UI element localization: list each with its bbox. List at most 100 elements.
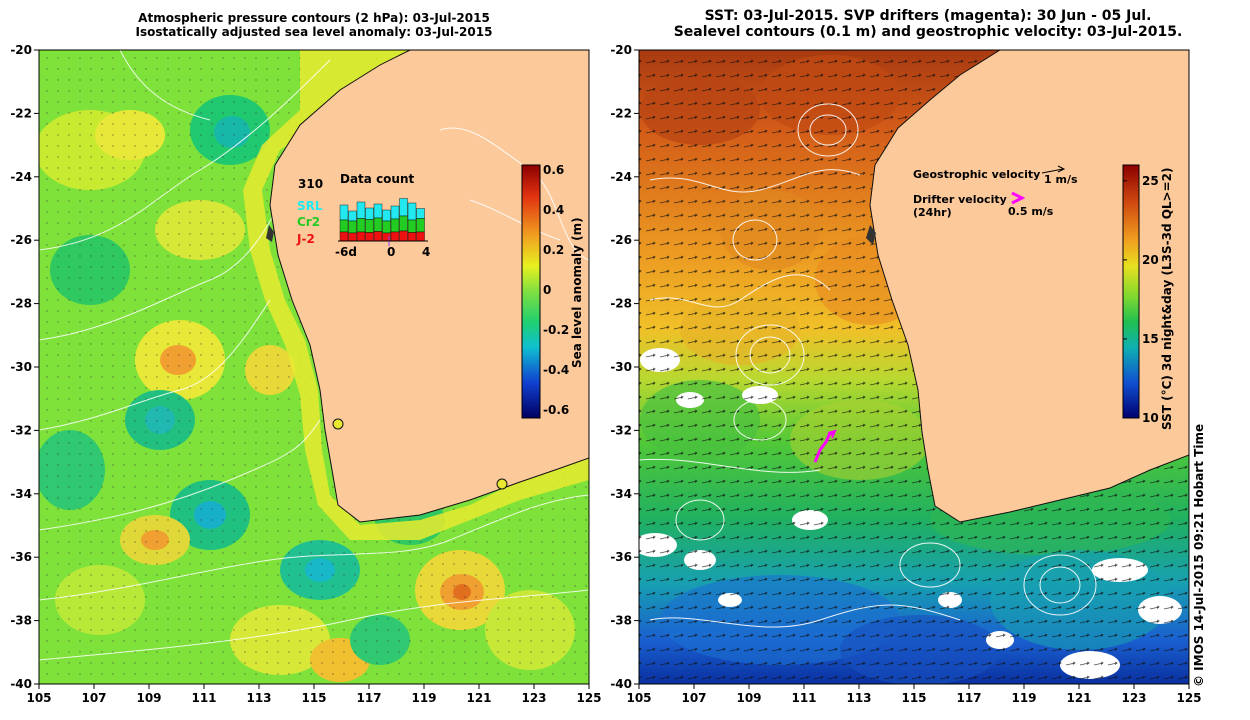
- inset-bar-cr2: [390, 218, 400, 233]
- left-xtick-label: 113: [246, 691, 271, 705]
- left-ytick-label: -32: [10, 423, 32, 437]
- sst-colorbar-tick: 25: [1142, 174, 1159, 188]
- inset-bar-cr2: [373, 217, 383, 232]
- left-title-line2: Isostatically adjusted sea level anomaly…: [135, 25, 493, 39]
- velocity-legend: Geostrophic velocity 1 m/s Drifter veloc…: [913, 165, 1078, 219]
- sla-colorbar-tick: -0.4: [543, 363, 569, 377]
- left-xtick-label: 121: [466, 691, 491, 705]
- right-ytick-label: -28: [610, 297, 632, 311]
- inset-bar-cr2: [399, 215, 408, 232]
- station-fremantle: [332, 418, 344, 430]
- australia-land-sst: [870, 50, 1189, 522]
- inset-bar-srl: [399, 198, 408, 217]
- inset-bar-cr2: [356, 218, 366, 233]
- right-ytick-label: -20: [610, 43, 632, 57]
- inset-bar-j2: [373, 231, 383, 242]
- sla-colorbar: 0.6 0.4 0.2 0 -0.2 -0.4 -0.6: [521, 163, 569, 419]
- inset-bar-j2: [407, 232, 417, 242]
- inset-bar-cr2: [382, 220, 391, 234]
- left-ytick-label: -36: [10, 550, 32, 564]
- inset-bar-cr2: [339, 219, 349, 233]
- inset-bar-j2: [348, 232, 357, 242]
- left-xtick-label: 107: [81, 691, 106, 705]
- inset-max-label: 310: [298, 177, 323, 191]
- left-ytick-label: -38: [10, 614, 32, 628]
- sst-colorbar-label: SST (°C) 3d night&day (L3S-3d QL>=2): [1160, 167, 1174, 431]
- left-ytick-label: -34: [10, 487, 32, 501]
- inset-bar-srl: [416, 208, 425, 219]
- left-ytick-label: -26: [10, 233, 32, 247]
- right-ytick-label: -22: [610, 106, 632, 120]
- sla-colorbar-tick: 0.4: [543, 203, 564, 217]
- right-xtick-label: 119: [1011, 691, 1036, 705]
- left-xtick-label: 123: [521, 691, 546, 705]
- inset-legend-cr2: Cr2: [297, 215, 320, 229]
- inset-bar-j2: [356, 231, 366, 242]
- right-xtick-label: 125: [1176, 691, 1201, 705]
- drifter-track: [813, 430, 835, 463]
- right-xtick-label: 117: [956, 691, 981, 705]
- left-xtick-label: 115: [301, 691, 326, 705]
- left-ytick-label: -20: [10, 43, 32, 57]
- credit-text: © IMOS 14-Jul-2015 09:21 Hobart Time: [1192, 423, 1206, 687]
- inset-bar-cr2: [348, 220, 357, 234]
- right-xtick-label: 123: [1121, 691, 1146, 705]
- inset-bar-srl: [407, 202, 417, 221]
- sla-colorbar-tick: 0.6: [543, 163, 564, 177]
- left-xtick-label: 119: [411, 691, 436, 705]
- drifter-velocity-label: Drifter velocity: [913, 193, 1007, 206]
- right-ytick-label: -38: [610, 614, 632, 628]
- inset-bar-srl: [339, 204, 349, 221]
- inset-bar-srl: [356, 201, 366, 219]
- right-ytick-label: -26: [610, 233, 632, 247]
- left-title-line1: Atmospheric pressure contours (2 hPa): 0…: [138, 11, 490, 25]
- left-xtick-label: 117: [356, 691, 381, 705]
- coastline: [269, 50, 589, 523]
- sla-colorbar-tick: 0.2: [543, 243, 564, 257]
- inset-bar-j2: [390, 231, 400, 242]
- inset-bar-cr2: [365, 219, 374, 233]
- sealevel-contours: [639, 103, 1097, 628]
- right-xtick-label: 109: [736, 691, 761, 705]
- right-ytick-label: -32: [610, 423, 632, 437]
- right-ytick-label: -24: [610, 170, 632, 184]
- sla-colorbar-tick: 0: [543, 283, 551, 297]
- inset-bar-cr2: [416, 218, 425, 233]
- data-count-inset: 310 Data count SRL Cr2 J-2 -6d 0 4: [296, 172, 430, 259]
- inset-legend-srl: SRL: [297, 199, 323, 213]
- left-ytick-label: -22: [10, 106, 32, 120]
- left-ytick-label: -24: [10, 170, 32, 184]
- sst-colorbar-tick: 15: [1142, 332, 1159, 346]
- sst-colorbar-tick: 10: [1142, 411, 1159, 425]
- right-ytick-label: -30: [610, 360, 632, 374]
- left-xtick-label: 109: [136, 691, 161, 705]
- right-xtick-label: 121: [1066, 691, 1091, 705]
- sla-colorbar-tick: -0.2: [543, 323, 569, 337]
- inset-bar-j2: [365, 232, 374, 242]
- inset-bar-srl: [373, 203, 383, 219]
- inset-bar-j2: [416, 231, 425, 242]
- right-title-line1: SST: 03-Jul-2015. SVP drifters (magenta)…: [704, 8, 1152, 24]
- right-xtick-label: 107: [681, 691, 706, 705]
- inset-xtick-2: 4: [422, 245, 430, 259]
- left-ytick-label: -40: [10, 677, 32, 691]
- geo-velocity-arrow: [1041, 168, 1064, 174]
- drifter-velocity-sub: (24hr): [913, 206, 952, 219]
- station-esperance: [496, 478, 508, 490]
- right-ytick-label: -34: [610, 487, 632, 501]
- sla-colorbar-label: Sea level anomaly (m): [570, 217, 584, 368]
- inset-xtick-0: -6d: [335, 245, 357, 259]
- left-ytick-label: -28: [10, 297, 32, 311]
- right-xtick-label: 105: [626, 691, 651, 705]
- sla-map: [39, 50, 589, 684]
- geo-velocity-label: Geostrophic velocity: [913, 168, 1040, 181]
- drifter-velocity-arrow: [1011, 191, 1026, 205]
- inset-bar-srl: [390, 205, 400, 220]
- left-xtick-label: 125: [576, 691, 601, 705]
- right-xtick-label: 113: [846, 691, 871, 705]
- australia-land: [270, 50, 589, 522]
- inset-bar-cr2: [407, 219, 417, 233]
- inset-bars: [339, 198, 425, 246]
- sst-map: [639, 50, 1189, 684]
